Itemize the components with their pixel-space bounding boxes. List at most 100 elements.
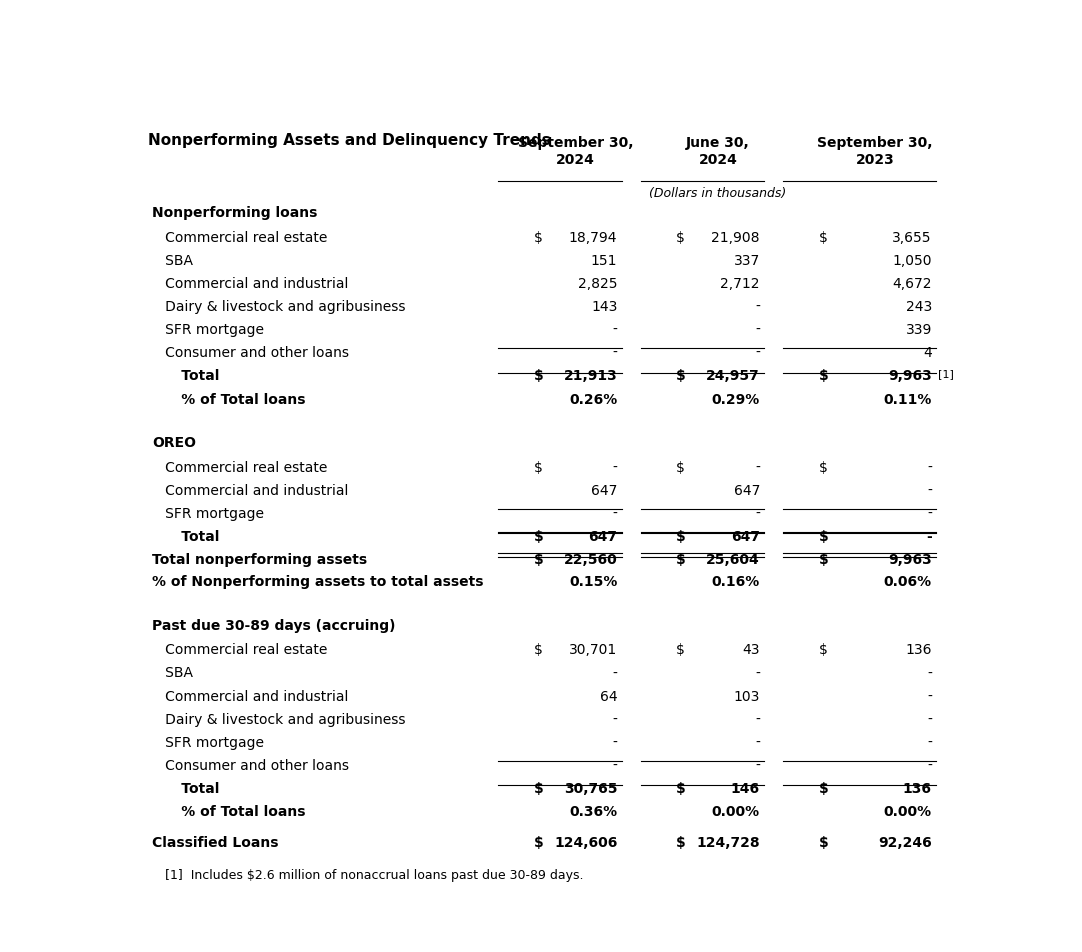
Text: -: -	[755, 323, 760, 337]
Text: $: $	[533, 836, 543, 849]
Text: -: -	[612, 758, 618, 772]
Text: $: $	[533, 643, 542, 657]
Text: $: $	[676, 552, 686, 566]
Text: -: -	[755, 300, 760, 314]
Text: 0.00%: 0.00%	[884, 804, 932, 819]
Text: 22,560: 22,560	[564, 552, 618, 566]
Text: Nonperforming Assets and Delinquency Trends: Nonperforming Assets and Delinquency Tre…	[148, 132, 551, 148]
Text: 146: 146	[730, 782, 760, 795]
Text: $: $	[676, 836, 686, 849]
Text: 30,765: 30,765	[564, 782, 618, 795]
Text: 9,963: 9,963	[888, 369, 932, 383]
Text: -: -	[612, 735, 618, 749]
Text: -: -	[927, 689, 932, 703]
Text: SFR mortgage: SFR mortgage	[151, 506, 264, 521]
Text: $: $	[533, 529, 543, 544]
Text: % of Nonperforming assets to total assets: % of Nonperforming assets to total asset…	[151, 575, 484, 588]
Text: OREO: OREO	[151, 436, 196, 450]
Text: Dairy & livestock and agribusiness: Dairy & livestock and agribusiness	[151, 300, 406, 314]
Text: SFR mortgage: SFR mortgage	[151, 323, 264, 337]
Text: September 30,
2024: September 30, 2024	[518, 136, 633, 167]
Text: -: -	[612, 665, 618, 680]
Text: 4,672: 4,672	[893, 277, 932, 290]
Text: 647: 647	[591, 484, 618, 497]
Text: -: -	[927, 506, 932, 521]
Text: 25,604: 25,604	[707, 552, 760, 566]
Text: $: $	[676, 460, 685, 474]
Text: 1,050: 1,050	[893, 253, 932, 268]
Text: $: $	[533, 230, 542, 245]
Text: 2,825: 2,825	[578, 277, 618, 290]
Text: -: -	[612, 506, 618, 521]
Text: -: -	[927, 712, 932, 726]
Text: 18,794: 18,794	[569, 230, 618, 245]
Text: -: -	[927, 758, 932, 772]
Text: -: -	[755, 712, 760, 726]
Text: -: -	[927, 665, 932, 680]
Text: -: -	[755, 506, 760, 521]
Text: Commercial and industrial: Commercial and industrial	[151, 277, 348, 290]
Text: $: $	[676, 529, 686, 544]
Text: 337: 337	[734, 253, 760, 268]
Text: $: $	[819, 836, 829, 849]
Text: Commercial real estate: Commercial real estate	[151, 460, 328, 474]
Text: Total: Total	[151, 782, 220, 795]
Text: 9,963: 9,963	[888, 552, 932, 566]
Text: 124,728: 124,728	[697, 836, 760, 849]
Text: 4: 4	[923, 346, 932, 360]
Text: 151: 151	[591, 253, 618, 268]
Text: [1]  Includes $2.6 million of nonaccrual loans past due 30-89 days.: [1] Includes $2.6 million of nonaccrual …	[164, 868, 583, 881]
Text: 647: 647	[731, 529, 760, 544]
Text: $: $	[533, 782, 543, 795]
Text: Total: Total	[151, 529, 220, 544]
Text: $: $	[819, 460, 828, 474]
Text: September 30,
2023: September 30, 2023	[817, 136, 933, 167]
Text: 92,246: 92,246	[879, 836, 932, 849]
Text: -: -	[755, 735, 760, 749]
Text: 0.16%: 0.16%	[712, 575, 760, 588]
Text: $: $	[819, 782, 829, 795]
Text: % of Total loans: % of Total loans	[151, 392, 305, 407]
Text: -: -	[927, 484, 932, 497]
Text: $: $	[819, 230, 828, 245]
Text: $: $	[676, 369, 686, 383]
Text: -: -	[926, 529, 932, 544]
Text: -: -	[927, 735, 932, 749]
Text: 0.29%: 0.29%	[712, 392, 760, 407]
Text: $: $	[533, 460, 542, 474]
Text: Commercial and industrial: Commercial and industrial	[151, 484, 348, 497]
Text: -: -	[612, 323, 618, 337]
Text: 0.15%: 0.15%	[569, 575, 618, 588]
Text: $: $	[533, 369, 543, 383]
Text: 24,957: 24,957	[707, 369, 760, 383]
Text: Past due 30-89 days (accruing): Past due 30-89 days (accruing)	[151, 619, 396, 632]
Text: 3,655: 3,655	[893, 230, 932, 245]
Text: 103: 103	[734, 689, 760, 703]
Text: June 30,
2024: June 30, 2024	[686, 136, 750, 167]
Text: -: -	[612, 346, 618, 360]
Text: 136: 136	[906, 643, 932, 657]
Text: $: $	[676, 643, 685, 657]
Text: 30,701: 30,701	[569, 643, 618, 657]
Text: Consumer and other loans: Consumer and other loans	[151, 758, 349, 772]
Text: 143: 143	[591, 300, 618, 314]
Text: $: $	[819, 529, 829, 544]
Text: $: $	[819, 552, 829, 566]
Text: $: $	[676, 782, 686, 795]
Text: 0.06%: 0.06%	[884, 575, 932, 588]
Text: [1]: [1]	[938, 369, 953, 379]
Text: -: -	[612, 460, 618, 474]
Text: $: $	[819, 369, 829, 383]
Text: 136: 136	[902, 782, 932, 795]
Text: 43: 43	[742, 643, 760, 657]
Text: 0.36%: 0.36%	[569, 804, 618, 819]
Text: -: -	[755, 460, 760, 474]
Text: -: -	[755, 665, 760, 680]
Text: SFR mortgage: SFR mortgage	[151, 735, 264, 749]
Text: 647: 647	[589, 529, 618, 544]
Text: 124,606: 124,606	[554, 836, 618, 849]
Text: Commercial real estate: Commercial real estate	[151, 230, 328, 245]
Text: Consumer and other loans: Consumer and other loans	[151, 346, 349, 360]
Text: Classified Loans: Classified Loans	[151, 836, 278, 849]
Text: SBA: SBA	[151, 665, 193, 680]
